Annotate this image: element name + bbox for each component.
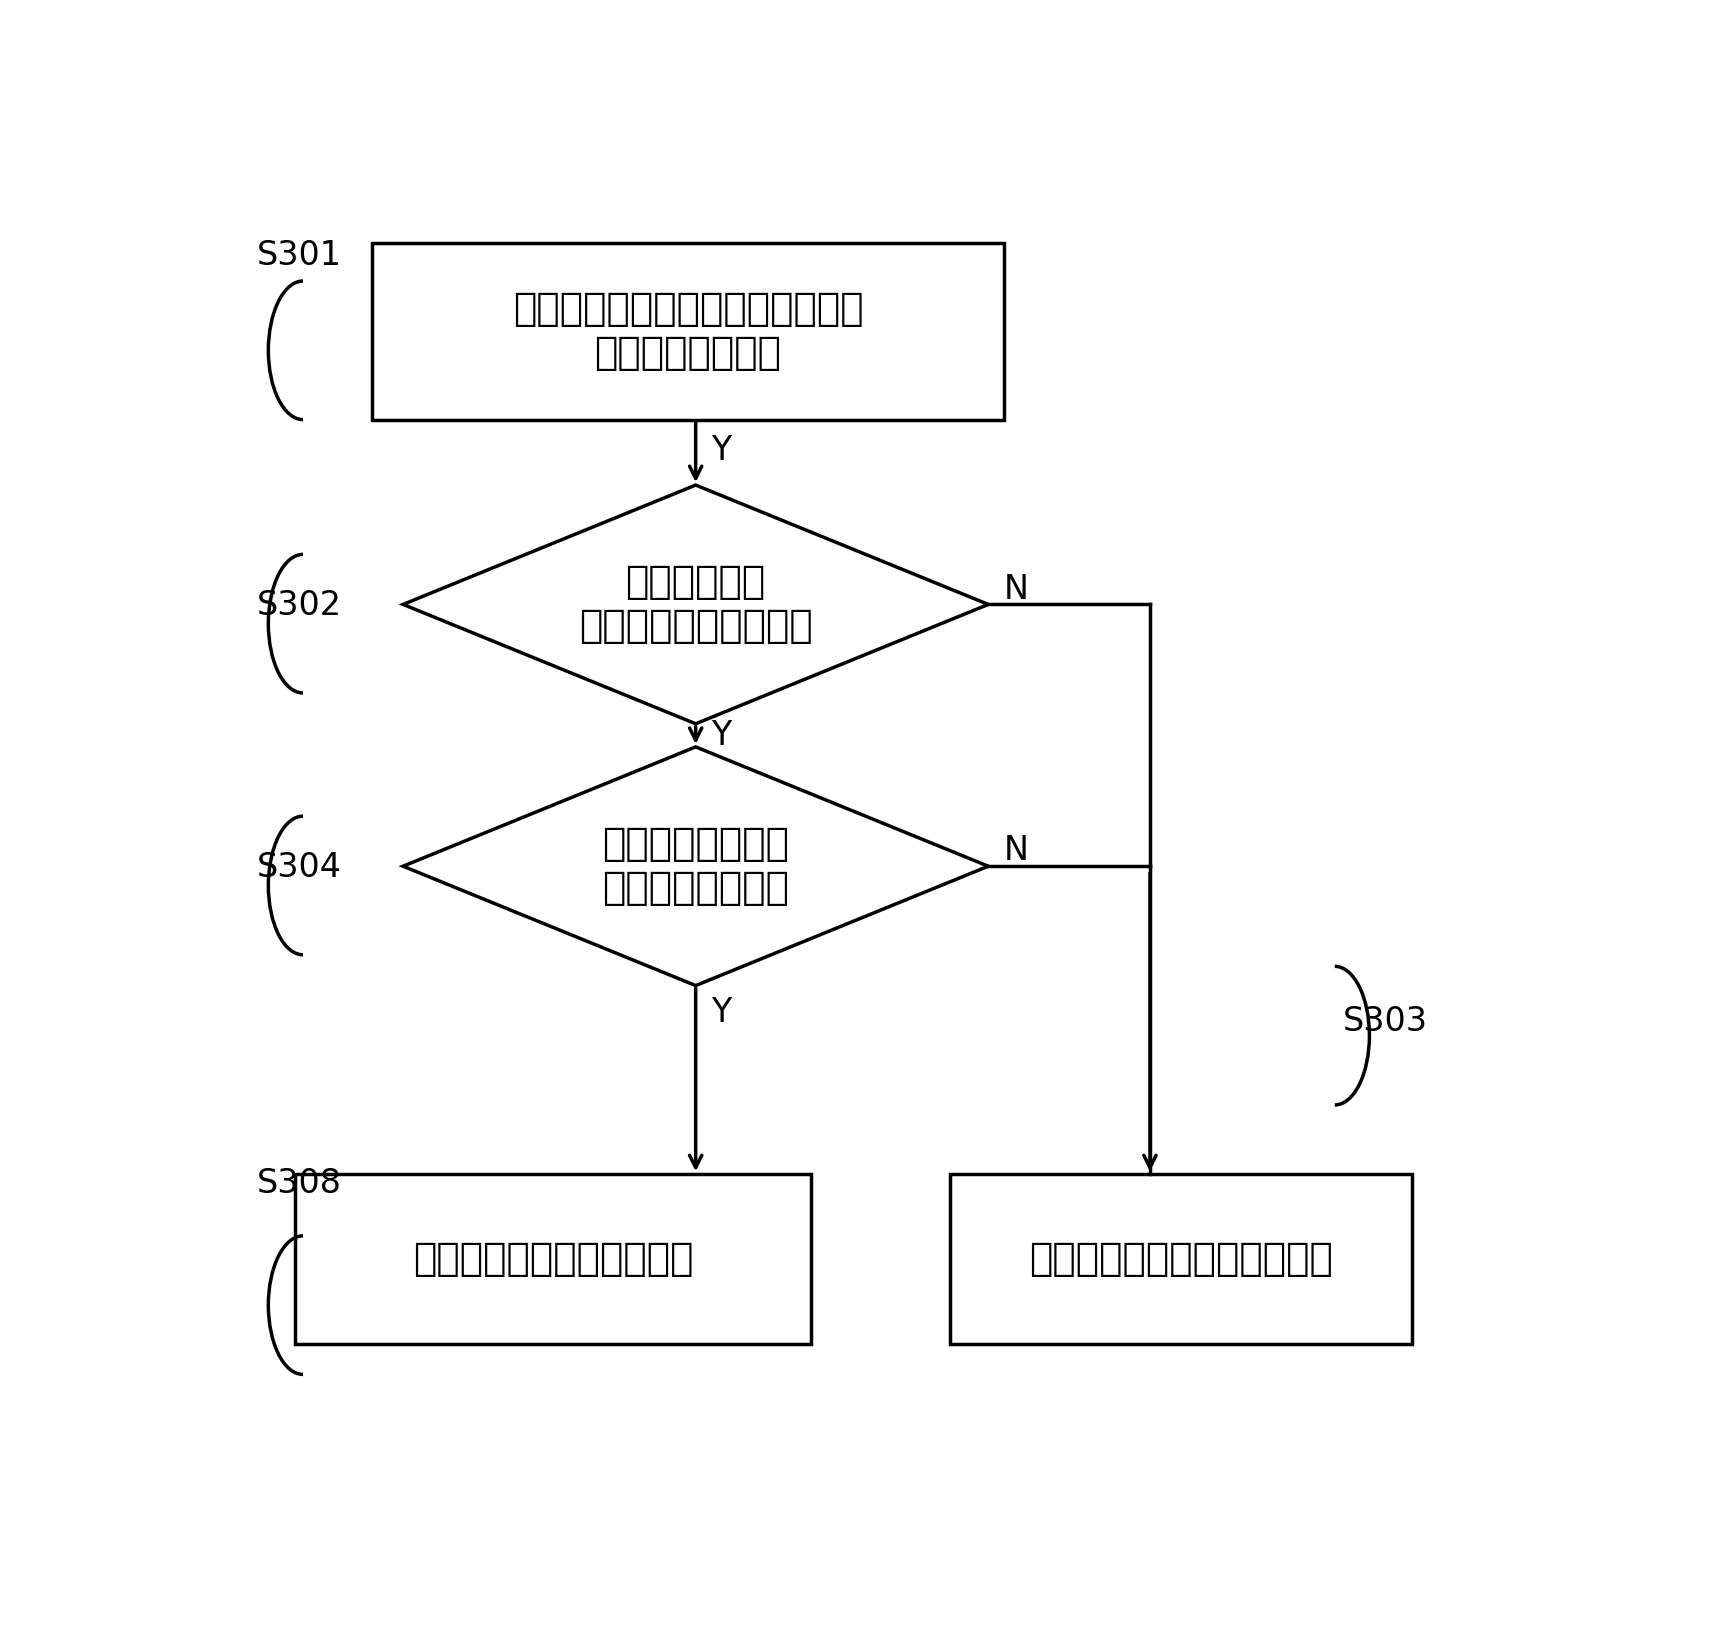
Bar — [950, 1175, 1412, 1343]
Text: N: N — [1003, 834, 1029, 867]
Text: 检测噪声频率
在单位时间内是否连续: 检测噪声频率 在单位时间内是否连续 — [579, 563, 813, 646]
Text: N: N — [1003, 573, 1029, 605]
Bar — [372, 242, 1003, 419]
Text: S303: S303 — [1342, 1005, 1428, 1037]
Text: 删除该单位时间内的数据信息: 删除该单位时间内的数据信息 — [1029, 1240, 1332, 1278]
Text: Y: Y — [710, 996, 731, 1029]
Text: 提取单位时间内接收的噪声信号中
的噪声频率特征。: 提取单位时间内接收的噪声信号中 的噪声频率特征。 — [512, 290, 863, 371]
Text: S308: S308 — [257, 1166, 342, 1199]
Text: 确定输电线路发生闪络故障: 确定输电线路发生闪络故障 — [413, 1240, 693, 1278]
Text: S301: S301 — [257, 239, 342, 272]
Polygon shape — [402, 484, 988, 723]
Text: S304: S304 — [257, 851, 342, 883]
Polygon shape — [402, 748, 988, 985]
Text: Y: Y — [710, 434, 731, 466]
Text: Y: Y — [710, 718, 731, 753]
Bar — [294, 1175, 811, 1343]
Text: S302: S302 — [257, 589, 342, 622]
Text: 连续噪声频率大小
是否达到设定阈值: 连续噪声频率大小 是否达到设定阈值 — [603, 825, 789, 908]
